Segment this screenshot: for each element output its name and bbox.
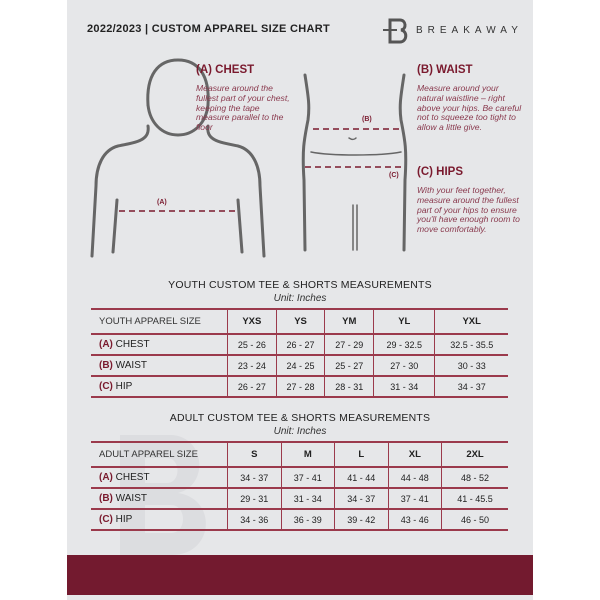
size-column-header: YM	[324, 308, 374, 335]
measurement-value: 24 - 25	[275, 354, 325, 377]
adult-table-title: ADULT CUSTOM TEE & SHORTS MEASUREMENTS	[169, 412, 431, 424]
measurement-name: HIP	[115, 514, 133, 525]
adult-size-table: ADULT APPAREL SIZE S M L XL 2XL (A) CHEST 34 - …	[91, 441, 508, 531]
measurement-value: 34 - 36	[227, 508, 282, 531]
measurement-value: 30 - 33	[434, 354, 508, 377]
measurement-value: 39 - 42	[334, 508, 389, 531]
measurement-letter: (C)	[99, 381, 113, 392]
measurement-value: 23 - 24	[227, 354, 277, 377]
measurement-value: 27 - 29	[324, 333, 374, 356]
size-column-header: S	[227, 441, 282, 468]
measurement-value: 29 - 32.5	[373, 333, 435, 356]
measurement-name: CHEST	[115, 472, 150, 483]
hips-marker: (C)	[389, 172, 399, 179]
table-row: (B) WAIST 29 - 31 31 - 34 34 - 37 37 - 41 41 …	[91, 487, 508, 510]
measurement-name: WAIST	[115, 360, 147, 371]
size-column-header: YXL	[434, 308, 508, 335]
measurement-value: 25 - 27	[324, 354, 374, 377]
measurement-value: 48 - 52	[441, 466, 508, 489]
hips-heading: (C) HIPS	[417, 166, 463, 178]
youth-size-table: YOUTH APPAREL SIZE YXS YS YM YL YXL (A) CHEST 2…	[91, 308, 508, 398]
size-column-header: YS	[275, 308, 325, 335]
measurement-letter: (B)	[99, 360, 113, 371]
measurement-value: 28 - 31	[324, 375, 374, 398]
size-column-header: 2XL	[441, 441, 508, 468]
hips-description: With your feet together, measure around …	[417, 185, 520, 235]
size-column-header: XL	[387, 441, 442, 468]
chest-description: Measure around the fullest part of your …	[196, 83, 290, 133]
chest-marker: (A)	[157, 199, 167, 206]
waist-description: Measure around your natural waistline – …	[417, 83, 522, 133]
measurement-value: 34 - 37	[334, 487, 389, 510]
measurement-letter: (B)	[99, 493, 113, 504]
size-header: ADULT APPAREL SIZE	[91, 441, 228, 468]
measurement-name: HIP	[115, 381, 133, 392]
measurement-label: (B) WAIST	[91, 354, 228, 377]
table-row: (A) CHEST 34 - 37 37 - 41 41 - 44 44 - 48 48 …	[91, 466, 508, 489]
youth-unit: Unit: Inches	[273, 293, 327, 304]
table-header-row: YOUTH APPAREL SIZE YXS YS YM YL YXL	[91, 308, 508, 335]
measurement-value: 32.5 - 35.5	[434, 333, 508, 356]
measurement-name: WAIST	[115, 493, 147, 504]
measurement-value: 43 - 46	[387, 508, 442, 531]
body-illustrations	[90, 58, 408, 258]
measurement-value: 37 - 41	[387, 487, 442, 510]
measurement-value: 41 - 45.5	[441, 487, 508, 510]
size-column-header: YL	[373, 308, 435, 335]
measurement-label: (A) CHEST	[91, 466, 228, 489]
table-header-row: ADULT APPAREL SIZE S M L XL 2XL	[91, 441, 508, 468]
measurement-value: 27 - 28	[275, 375, 325, 398]
measurement-letter: (A)	[99, 472, 113, 483]
measurement-value: 41 - 44	[334, 466, 389, 489]
measurement-label: (A) CHEST	[91, 333, 228, 356]
table-row: (C) HIP 26 - 27 27 - 28 28 - 31 31 - 34 34 - …	[91, 375, 508, 398]
measurement-letter: (A)	[99, 339, 113, 350]
measurement-value: 34 - 37	[434, 375, 508, 398]
size-column-header: L	[334, 441, 389, 468]
size-column-header: YXS	[227, 308, 277, 335]
measurement-value: 37 - 41	[280, 466, 335, 489]
measurement-label: (B) WAIST	[91, 487, 228, 510]
measurement-value: 27 - 30	[373, 354, 435, 377]
waist-marker: (B)	[362, 116, 372, 123]
table-row: (C) HIP 34 - 36 36 - 39 39 - 42 43 - 46 46 - …	[91, 508, 508, 531]
table-row: (A) CHEST 25 - 26 26 - 27 27 - 29 29 - 32.5 3…	[91, 333, 508, 356]
measurement-name: CHEST	[115, 339, 150, 350]
measurement-value: 31 - 34	[280, 487, 335, 510]
measurement-letter: (C)	[99, 514, 113, 525]
adult-unit: Unit: Inches	[273, 426, 327, 437]
measurement-value: 26 - 27	[227, 375, 277, 398]
page-title: 2022/2023 | CUSTOM APPAREL SIZE CHART	[87, 23, 331, 35]
chest-heading: (A) CHEST	[196, 64, 255, 76]
footer-bar	[67, 555, 533, 595]
measurement-value: 26 - 27	[275, 333, 325, 356]
youth-table-title: YOUTH CUSTOM TEE & SHORTS MEASUREMENTS	[168, 279, 432, 291]
measurement-value: 29 - 31	[227, 487, 282, 510]
size-column-header: M	[280, 441, 335, 468]
measurement-value: 46 - 50	[441, 508, 508, 531]
waist-heading: (B) WAIST	[417, 64, 473, 76]
brand-name: BREAKAWAY	[416, 25, 523, 36]
measurement-value: 34 - 37	[227, 466, 282, 489]
measurement-label: (C) HIP	[91, 508, 228, 531]
table-row: (B) WAIST 23 - 24 24 - 25 25 - 27 27 - 30 30 …	[91, 354, 508, 377]
measurement-value: 36 - 39	[280, 508, 335, 531]
breakaway-logo-icon	[383, 18, 408, 44]
size-header: YOUTH APPAREL SIZE	[91, 308, 228, 335]
measurement-value: 31 - 34	[373, 375, 435, 398]
measurement-value: 44 - 48	[387, 466, 442, 489]
measurement-label: (C) HIP	[91, 375, 228, 398]
measurement-value: 25 - 26	[227, 333, 277, 356]
